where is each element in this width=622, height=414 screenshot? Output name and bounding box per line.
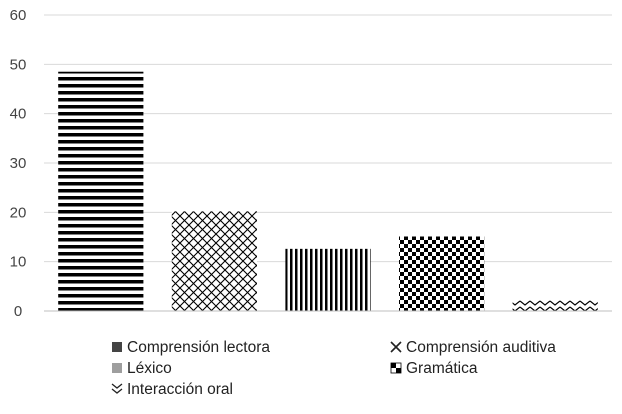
legend-item-interaccion-oral[interactable]: Interacción oral	[111, 381, 233, 398]
checker-square-icon	[390, 362, 402, 374]
legend-label: Comprensión auditiva	[406, 339, 556, 356]
legend-label: Léxico	[127, 360, 172, 377]
legend-item-gramatica[interactable]: Gramática	[390, 360, 478, 377]
gray-square-icon	[112, 363, 122, 373]
y-tick-label: 60	[10, 7, 27, 24]
bar-5	[512, 300, 598, 311]
legend-item-comprension-lectora[interactable]: Comprensión lectora	[112, 339, 270, 356]
bar-2	[171, 211, 257, 311]
y-tick-label: 20	[10, 204, 27, 221]
legend-label: Comprensión lectora	[127, 339, 270, 356]
y-tick-label: 30	[10, 155, 27, 172]
chevron-zigzag-icon	[111, 383, 123, 394]
y-tick-label: 10	[10, 254, 27, 271]
legend-item-lexico[interactable]: Léxico	[112, 360, 172, 377]
legend-item-comprension-auditiva[interactable]: Comprensión auditiva	[390, 339, 556, 356]
bars	[58, 71, 598, 311]
y-tick-label: 50	[10, 56, 27, 73]
legend-label: Interacción oral	[127, 381, 233, 398]
y-axis-ticks: 0 10 20 30 40 50 60	[10, 7, 27, 320]
cross-icon	[390, 341, 402, 353]
bar-3	[285, 248, 371, 311]
y-tick-label: 0	[14, 303, 22, 320]
y-tick-label: 40	[10, 106, 27, 123]
bar-4	[399, 236, 485, 311]
bar-1	[58, 71, 144, 311]
legend: Comprensión lectora Comprensión auditiva…	[111, 339, 556, 398]
filled-square-icon	[112, 342, 122, 352]
legend-label: Gramática	[406, 360, 478, 377]
